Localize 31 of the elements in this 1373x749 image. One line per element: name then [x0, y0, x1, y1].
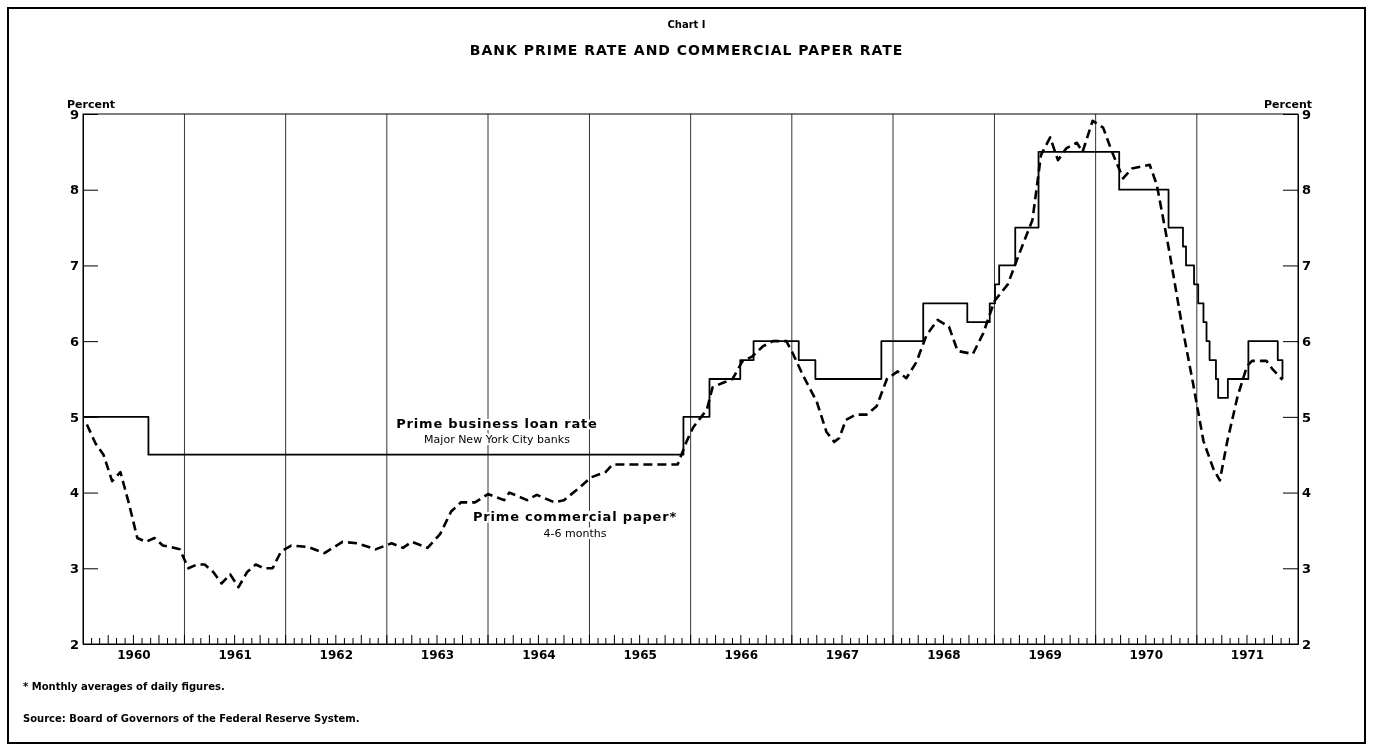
x-tick-label: 1969 [1028, 647, 1062, 662]
chart-title: BANK PRIME RATE AND COMMERCIAL PAPER RATE [469, 42, 904, 58]
y2-tick-label: 4 [1302, 485, 1312, 501]
y2-tick-label: 7 [1302, 258, 1312, 274]
y2-tick-label: 6 [1302, 333, 1312, 349]
source-note: Source: Board of Governors of the Federal Reserve System. [23, 713, 360, 724]
x-tick-label: 1961 [218, 647, 252, 662]
y-tick-label: 3 [69, 560, 79, 576]
text: Chart I [667, 19, 706, 30]
y2-tick-label: 8 [1302, 182, 1312, 198]
annotation: Major New York City banks [424, 433, 571, 446]
y-tick-label: 6 [69, 333, 79, 349]
y-tick-label: 2 [69, 636, 79, 652]
x-tick-label: 1964 [522, 647, 556, 662]
x-tick-label: 1965 [623, 647, 657, 662]
y-tick-label: 7 [69, 258, 79, 274]
x-tick-label: 1968 [927, 647, 961, 662]
y2-tick-label: 3 [1302, 560, 1312, 576]
y-tick-label: 4 [69, 485, 79, 501]
text: * Monthly averages of daily figures. [23, 681, 225, 692]
y-tick-label: 8 [69, 182, 79, 198]
y-tick-label: 5 [69, 409, 79, 425]
y2-tick-label: 2 [1302, 636, 1312, 652]
x-tick-label: 1971 [1230, 647, 1265, 662]
x-tick-label: 1966 [724, 647, 759, 662]
x-tick-label: 1970 [1129, 647, 1164, 662]
x-tick-label: 1967 [825, 647, 860, 662]
x-tick-label: 1963 [420, 647, 455, 662]
x-tick-label: 1960 [117, 647, 151, 662]
x-tick-label: 1962 [319, 647, 354, 662]
y2-tick-label: 5 [1302, 409, 1312, 425]
